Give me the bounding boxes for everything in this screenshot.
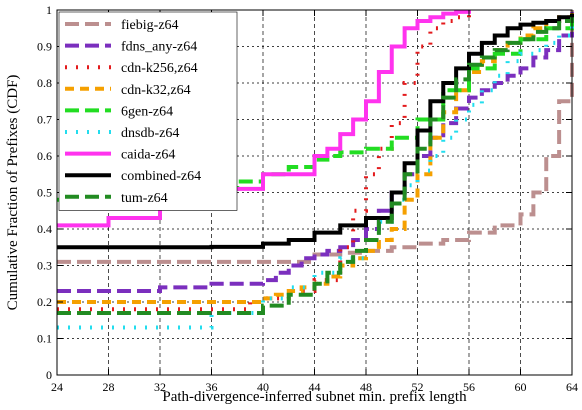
x-tick-label: 48 <box>360 380 372 394</box>
series-line-combined-z64 <box>57 13 574 250</box>
legend-label-dnsdb-z64: dnsdb-z64 <box>121 126 179 141</box>
y-tick-label: 1 <box>46 3 52 17</box>
legend-label-fdns_any-z64: fdns_any-z64 <box>121 40 197 55</box>
legend-label-fiebig-z64: fiebig-z64 <box>121 18 179 33</box>
legend-label-cdn-k32,z64: cdn-k32,z64 <box>121 83 191 98</box>
x-tick-label: 28 <box>103 380 115 394</box>
series-lines <box>57 9 574 330</box>
legend-label-combined-z64: combined-z64 <box>121 169 201 184</box>
y-tick-label: 0.1 <box>37 332 52 346</box>
x-tick-label: 64 <box>566 380 578 394</box>
x-tick-label: 40 <box>257 380 269 394</box>
y-tick-label: 0.7 <box>37 113 52 127</box>
x-tick-label: 32 <box>154 380 166 394</box>
x-tick-label: 56 <box>463 380 475 394</box>
y-tick-label: 0.9 <box>37 40 52 54</box>
x-tick-label: 44 <box>309 380 321 394</box>
x-axis-title: Path-divergence-inferred subnet min. pre… <box>162 389 467 405</box>
x-tick-label: 36 <box>206 380 218 394</box>
series-line-tum-z64 <box>57 17 574 315</box>
axis-ticks: 24 28 32 36 40 44 48 52 56 60 64 0 0.1 0.2 0.3 0.4 0.5 0.… <box>37 3 578 394</box>
y-tick-label: 0.4 <box>37 222 52 236</box>
x-tick-label: 52 <box>412 380 424 394</box>
y-axis-title: Cumulative Fraction of Prefixes (CDF) <box>5 75 21 311</box>
legend-label-6gen-z64: 6gen-z64 <box>121 104 173 119</box>
y-tick-label: 0 <box>46 368 52 382</box>
x-tick-label: 60 <box>515 380 527 394</box>
legend-label-caida-z64: caida-z64 <box>121 148 175 163</box>
series-line-fiebig-z64 <box>57 10 574 264</box>
series-line-6gen-z64 <box>57 17 574 202</box>
y-tick-label: 0.5 <box>37 186 52 200</box>
y-tick-label: 0.8 <box>37 76 52 90</box>
legend-label-tum-z64: tum-z64 <box>121 191 168 206</box>
y-tick-label: 0.3 <box>37 259 52 273</box>
legend-label-cdn-k256,z64: cdn-k256,z64 <box>121 61 198 76</box>
x-tick-label: 24 <box>51 380 63 394</box>
y-tick-label: 0.2 <box>37 295 52 309</box>
y-tick-label: 0.6 <box>37 149 52 163</box>
legend: fiebig-z64 fdns_any-z64 cdn-k256,z64 cdn-k3… <box>58 11 238 211</box>
